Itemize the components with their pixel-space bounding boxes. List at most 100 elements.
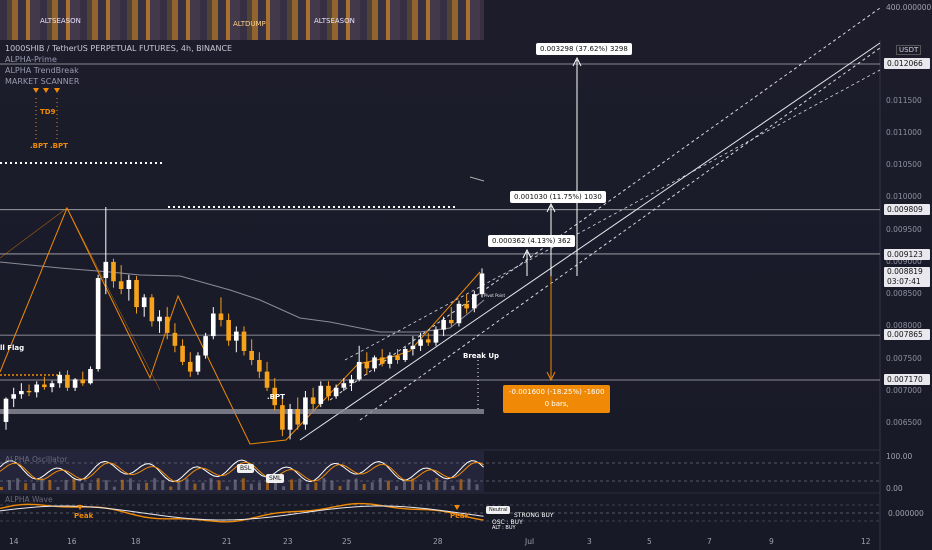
osc1-hist-42 — [338, 486, 342, 490]
candle-body-14 — [111, 261, 116, 282]
osc1-hist-47 — [378, 478, 382, 490]
osc1-hist-23 — [185, 478, 189, 490]
osc1-hist-32 — [257, 482, 261, 490]
osc1-hist-0 — [0, 487, 3, 490]
osc1-hist-29 — [233, 479, 237, 490]
time-tick-3: 21 — [222, 537, 232, 546]
candle-body-54 — [418, 339, 423, 346]
flag-label: ll Flag — [0, 344, 25, 352]
measure-callout-top[interactable]: 0.003298 (37.62%) 3298 — [536, 43, 632, 55]
pivot-bar — [0, 409, 484, 414]
osc1-hist-11 — [88, 482, 92, 490]
indicator-alpha-prime[interactable]: ALPHA-Prime — [5, 55, 57, 64]
measure-callout-mid[interactable]: 0.001030 (11.75%) 1030 — [510, 191, 606, 203]
osc1-hist-30 — [241, 478, 245, 490]
td-arrow-2 — [54, 88, 60, 93]
price-tick-2: 0.010500 — [886, 160, 922, 170]
current-price-value: 0.008819 — [887, 267, 923, 276]
time-tick-6: 28 — [433, 537, 443, 546]
candle-body-1 — [11, 394, 16, 399]
candle-body-41 — [318, 385, 324, 404]
level-label-9123: 0.009123 — [884, 249, 930, 260]
candle-body-37 — [287, 409, 293, 430]
candle-body-33 — [257, 359, 262, 372]
osc1-hist-44 — [354, 478, 358, 490]
current-price-label: 0.008819 03:07:41 — [884, 267, 930, 287]
candle-body-51 — [395, 355, 400, 360]
time-tick-11: 9 — [769, 537, 774, 546]
candle-body-20 — [157, 316, 162, 322]
channel-inner — [344, 69, 881, 361]
candle-body-52 — [402, 349, 408, 360]
osc1-hist-59 — [475, 484, 479, 490]
osc1-hist-52 — [419, 484, 423, 490]
time-tick-5: 25 — [342, 537, 352, 546]
legend-strong-buy: STRONG BUY — [514, 512, 554, 519]
osc1-hist-56 — [451, 485, 455, 490]
osc1-hist-37 — [298, 478, 302, 490]
candle-body-23 — [180, 345, 185, 362]
measure-callout-negative[interactable]: -0.001600 (-18.25%) -1600 0 bars, — [503, 385, 611, 413]
indicator-trendbreak[interactable]: ALPHA TrendBreak — [5, 66, 79, 75]
candle-body-57 — [441, 319, 446, 330]
candle-body-21 — [164, 316, 170, 333]
bar-countdown: 03:07:41 — [887, 277, 921, 286]
osc1-hist-24 — [193, 483, 197, 490]
osc1-hist-33 — [265, 478, 269, 490]
measure-callout-low[interactable]: 0.000362 (4.13%) 362 — [488, 235, 575, 247]
candle-body-49 — [379, 357, 385, 364]
measure-arrowhead-mid — [546, 202, 556, 213]
level-label-7865: 0.007865 — [884, 329, 930, 340]
candle-body-8 — [65, 374, 70, 388]
candle-body-32 — [249, 350, 254, 360]
candle-body-19 — [149, 297, 155, 322]
time-tick-7: Jul — [525, 537, 535, 546]
osc1-fast-line — [0, 459, 484, 483]
indicator-scanner[interactable]: MARKET SCANNER — [5, 77, 80, 86]
osc1-tag-2: SML — [266, 474, 285, 483]
zigzag-line-2 — [0, 207, 161, 391]
legend-neutral: Neutral — [486, 506, 511, 514]
candle-body-36 — [280, 405, 285, 430]
osc1-hist-4 — [32, 483, 36, 490]
peak-arrow-1 — [454, 505, 460, 510]
candle-body-55 — [425, 339, 431, 343]
osc1-hist-2 — [16, 478, 20, 490]
candle-body-44 — [341, 383, 347, 388]
candle-body-22 — [172, 332, 178, 346]
osc1-hist-58 — [467, 478, 471, 490]
time-tick-0: 14 — [9, 537, 19, 546]
channel-upper — [329, 7, 881, 401]
osc1-hist-31 — [249, 483, 253, 490]
bpt-label-low: .BPT — [267, 393, 285, 401]
neg-callout-line-1: -0.001600 (-18.25%) -1600 — [509, 388, 605, 396]
osc1-hist-7 — [56, 486, 60, 490]
peak-label-left: Peak — [74, 512, 94, 520]
osc1-hist-46 — [370, 482, 374, 490]
pivot-small-label: Pivot Point — [484, 293, 506, 298]
time-tick-8: 3 — [587, 537, 592, 546]
osc1-hist-14 — [112, 486, 116, 490]
osc1-hist-49 — [394, 485, 398, 490]
candle-body-48 — [372, 357, 377, 369]
price-tick-0: 0.011500 — [886, 95, 922, 105]
currency-badge[interactable]: USDT — [896, 45, 922, 55]
candle-body-45 — [349, 379, 354, 384]
osc1-axis-bottom: 0.00 — [886, 484, 903, 493]
td-arrow-0 — [33, 88, 39, 93]
osc1-hist-27 — [217, 480, 221, 490]
candle-body-13 — [103, 261, 109, 279]
candle-body-24 — [187, 361, 193, 372]
candle-body-59 — [456, 303, 462, 324]
candle-body-50 — [387, 355, 393, 364]
price-tick-7: 0.008000 — [886, 321, 922, 331]
scanner-scale: 400.000000 — [886, 3, 932, 12]
osc1-hist-17 — [137, 483, 141, 490]
legend-alt-buy: ALT : BUY — [492, 525, 516, 531]
measure-arrowhead-low — [522, 248, 532, 259]
legend-osc-buy: OSC : BUY — [492, 519, 523, 526]
candle-body-53 — [410, 345, 416, 350]
candle-body-29 — [226, 319, 231, 341]
break-up-label: Break Up — [463, 352, 500, 360]
